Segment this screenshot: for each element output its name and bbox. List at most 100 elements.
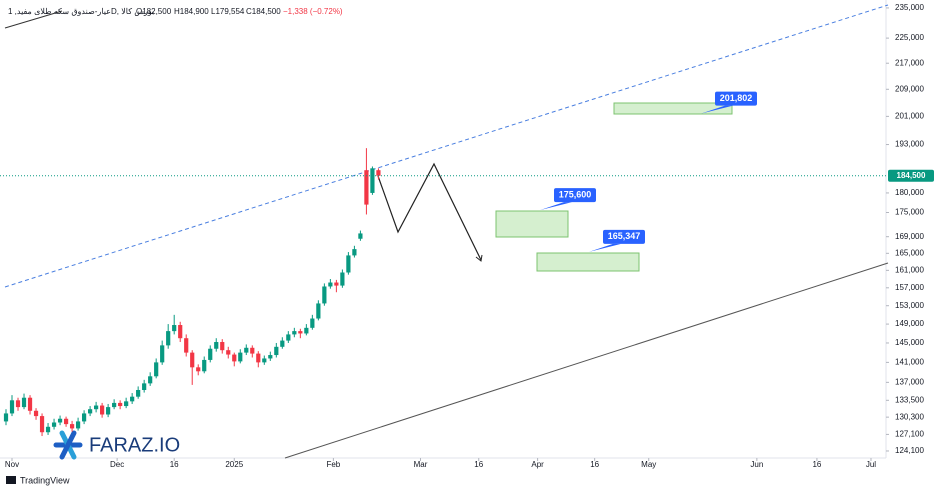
candle-body — [322, 286, 327, 304]
candle-body — [9, 400, 15, 414]
ohlc-low: L179,554 — [211, 7, 245, 16]
candle-body — [154, 362, 159, 377]
candle-body — [250, 347, 255, 354]
callout — [603, 229, 645, 244]
brand-icon — [6, 476, 16, 484]
x-tick-label: 16 — [170, 460, 179, 469]
candle-body — [220, 342, 225, 351]
last-price-badge — [888, 169, 934, 182]
candle-body — [94, 405, 99, 410]
candle-body — [21, 397, 27, 408]
candle-body — [244, 347, 249, 353]
candle-body — [292, 331, 297, 335]
candle-body — [256, 353, 261, 363]
y-tick-label: 175,000 — [895, 208, 924, 217]
candle-body — [118, 402, 123, 407]
candle-body — [124, 401, 129, 407]
candle-body — [196, 367, 201, 372]
ohlc-change: −1,338 (−0.72%) — [283, 7, 343, 16]
candle-body — [166, 331, 171, 346]
candle-body — [334, 282, 339, 286]
candle-body — [142, 383, 147, 390]
projection-path — [377, 162, 482, 261]
candle-body — [172, 325, 177, 332]
candle-body — [316, 303, 321, 319]
y-tick-label: 157,000 — [895, 283, 924, 292]
brand: TradingView — [20, 475, 70, 485]
y-tick-label: 217,000 — [895, 58, 924, 67]
symbol: عیار-صندوق سکه طلای مفید, 1D, بورس کالا — [8, 7, 154, 16]
y-tick-label: 193,000 — [895, 140, 924, 149]
candle-body — [286, 334, 291, 341]
x-tick-label: Mar — [414, 460, 428, 469]
candle-body — [184, 338, 189, 353]
candle-body — [274, 346, 279, 356]
candle-body — [112, 402, 117, 408]
arrow-head — [475, 254, 483, 262]
target-zone — [536, 252, 640, 272]
candle-body — [232, 354, 237, 362]
callout — [554, 188, 596, 203]
candle-body — [298, 331, 303, 334]
candle-body — [136, 389, 141, 397]
ohlc-close: C184,500 — [246, 7, 281, 16]
candle-body — [39, 416, 45, 433]
x-tick-label: Apr — [531, 460, 544, 469]
candle-body — [310, 318, 315, 328]
watermark: FARAZ.IO — [89, 434, 180, 456]
y-tick-label: 149,000 — [895, 319, 924, 328]
x-tick-label: 16 — [812, 460, 821, 469]
candle-body — [87, 409, 93, 414]
y-tick-label: 124,100 — [895, 446, 924, 455]
candle-body — [33, 410, 39, 417]
candle-body — [268, 355, 273, 359]
candle-body — [51, 422, 57, 427]
y-tick-label: 235,000 — [895, 3, 924, 12]
x-tick-label: Feb — [326, 460, 340, 469]
candle-body — [280, 340, 285, 347]
candle-body — [364, 170, 369, 205]
x-tick-label: May — [641, 460, 656, 469]
candle-body — [208, 348, 213, 360]
y-tick-label: 161,000 — [895, 265, 924, 274]
candle-body — [358, 233, 363, 239]
watermark-logo — [53, 430, 83, 460]
x-tick-label: Jul — [866, 460, 876, 469]
trend-line — [4, 10, 63, 29]
callout-label: 175,600 — [559, 189, 592, 199]
y-tick-label: 133,500 — [895, 395, 924, 404]
candle-body — [328, 282, 333, 287]
target-zone — [495, 210, 569, 238]
candle-body — [75, 421, 81, 429]
candle-body — [304, 327, 309, 334]
y-tick-label: 225,000 — [895, 33, 924, 42]
candle-body — [45, 426, 51, 433]
x-tick-label: 2025 — [225, 460, 243, 469]
candle-body — [376, 170, 381, 176]
candle-body — [190, 352, 195, 368]
candle-body — [238, 352, 243, 362]
candle-body — [352, 249, 357, 256]
y-tick-label: 165,000 — [895, 248, 924, 257]
candle-body — [3, 413, 9, 422]
callout — [715, 91, 757, 106]
y-tick-label: 180,000 — [895, 188, 924, 197]
candle-body — [100, 405, 105, 415]
y-tick-label: 127,100 — [895, 430, 924, 439]
trend-line — [4, 4, 889, 288]
ohlc-open: O182,500 — [136, 7, 172, 16]
x-tick-label: Dec — [110, 460, 124, 469]
candle-body — [160, 345, 165, 363]
y-tick-label: 141,000 — [895, 357, 924, 366]
target-zone — [613, 102, 733, 115]
y-tick-label: 130,300 — [895, 412, 924, 421]
candle-body — [214, 342, 219, 349]
x-tick-label: 16 — [474, 460, 483, 469]
y-tick-label: 145,000 — [895, 338, 924, 347]
candle-body — [130, 396, 135, 402]
callout-pointer — [701, 105, 733, 114]
y-tick-label: 137,000 — [895, 377, 924, 386]
y-tick-label: 153,000 — [895, 301, 924, 310]
